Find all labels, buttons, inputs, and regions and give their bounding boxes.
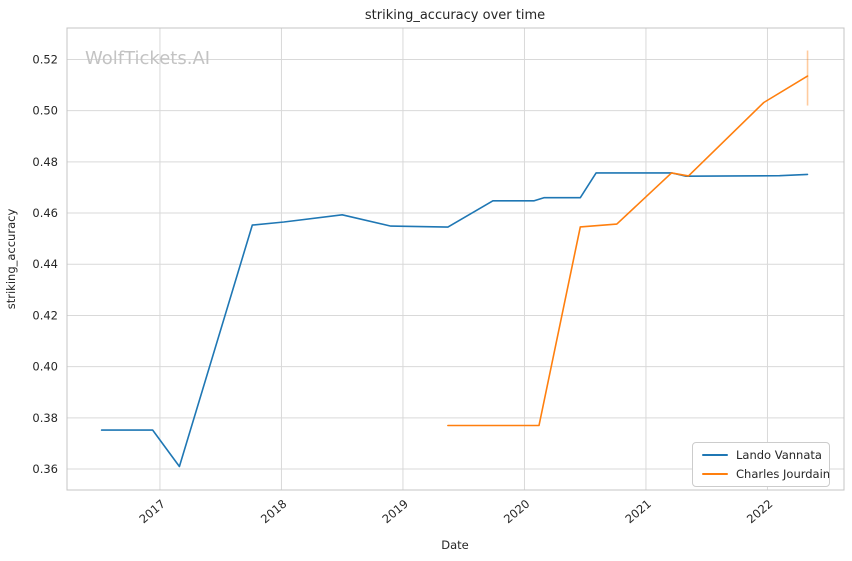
- x-tick-label: 2017: [136, 497, 167, 527]
- x-tick-label: 2019: [379, 497, 410, 527]
- y-tick-label: 0.38: [32, 411, 58, 425]
- legend-item-lando-vannata: Lando Vannata: [702, 448, 822, 462]
- plot-border: [66, 27, 845, 491]
- legend-label: Charles Jourdain: [736, 467, 831, 481]
- series-line-1: [447, 75, 809, 427]
- legend-label: Lando Vannata: [736, 448, 822, 462]
- y-tick-label: 0.46: [32, 206, 58, 220]
- x-tick-label: 2022: [744, 497, 775, 527]
- legend: Lando Vannata Charles Jourdain: [692, 442, 830, 487]
- x-tick-label: 2020: [501, 497, 532, 527]
- y-tick-label: 0.48: [32, 155, 58, 169]
- y-axis-label: striking_accuracy: [4, 209, 18, 310]
- y-tick-label: 0.36: [32, 462, 58, 476]
- watermark: WolfTickets.AI: [85, 48, 210, 69]
- chart-title: striking_accuracy over time: [365, 8, 545, 23]
- y-tick-label: 0.50: [32, 104, 58, 118]
- y-tick-label: 0.42: [32, 308, 58, 322]
- x-tick-label: 2018: [258, 497, 289, 527]
- legend-item-charles-jourdain: Charles Jourdain: [702, 467, 830, 481]
- y-tick-label: 0.52: [32, 52, 58, 66]
- y-tick-label: 0.44: [32, 257, 58, 271]
- legend-line-swatch-orange: [702, 472, 728, 476]
- y-tick-label: 0.40: [32, 360, 58, 374]
- x-tick-label: 2021: [622, 497, 653, 527]
- legend-line-swatch-blue: [702, 453, 728, 457]
- x-axis-label: Date: [441, 538, 469, 552]
- series-line-0: [100, 172, 809, 468]
